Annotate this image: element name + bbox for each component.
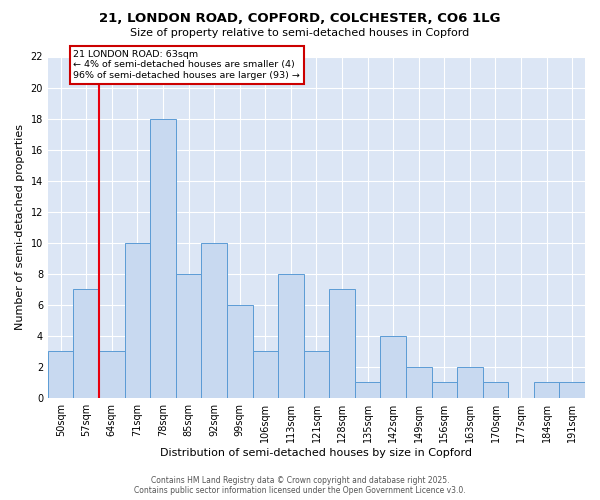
Bar [380, 336, 406, 398]
Bar [278, 274, 304, 398]
Bar [176, 274, 202, 398]
Bar [559, 382, 585, 398]
Bar [253, 351, 278, 398]
Text: Size of property relative to semi-detached houses in Copford: Size of property relative to semi-detach… [130, 28, 470, 38]
Text: 21 LONDON ROAD: 63sqm
← 4% of semi-detached houses are smaller (4)
96% of semi-d: 21 LONDON ROAD: 63sqm ← 4% of semi-detac… [73, 50, 301, 80]
Bar [99, 351, 125, 398]
Bar [48, 351, 73, 398]
Text: Contains HM Land Registry data © Crown copyright and database right 2025.: Contains HM Land Registry data © Crown c… [151, 476, 449, 485]
Bar [150, 118, 176, 398]
Bar [457, 366, 482, 398]
Bar [355, 382, 380, 398]
Bar [304, 351, 329, 398]
Bar [202, 242, 227, 398]
Bar [482, 382, 508, 398]
Bar [406, 366, 431, 398]
Y-axis label: Number of semi-detached properties: Number of semi-detached properties [15, 124, 25, 330]
Text: 21, LONDON ROAD, COPFORD, COLCHESTER, CO6 1LG: 21, LONDON ROAD, COPFORD, COLCHESTER, CO… [99, 12, 501, 26]
Bar [329, 289, 355, 398]
X-axis label: Distribution of semi-detached houses by size in Copford: Distribution of semi-detached houses by … [160, 448, 472, 458]
Bar [534, 382, 559, 398]
Bar [431, 382, 457, 398]
Text: Contains public sector information licensed under the Open Government Licence v3: Contains public sector information licen… [134, 486, 466, 495]
Bar [125, 242, 150, 398]
Bar [73, 289, 99, 398]
Bar [227, 304, 253, 398]
